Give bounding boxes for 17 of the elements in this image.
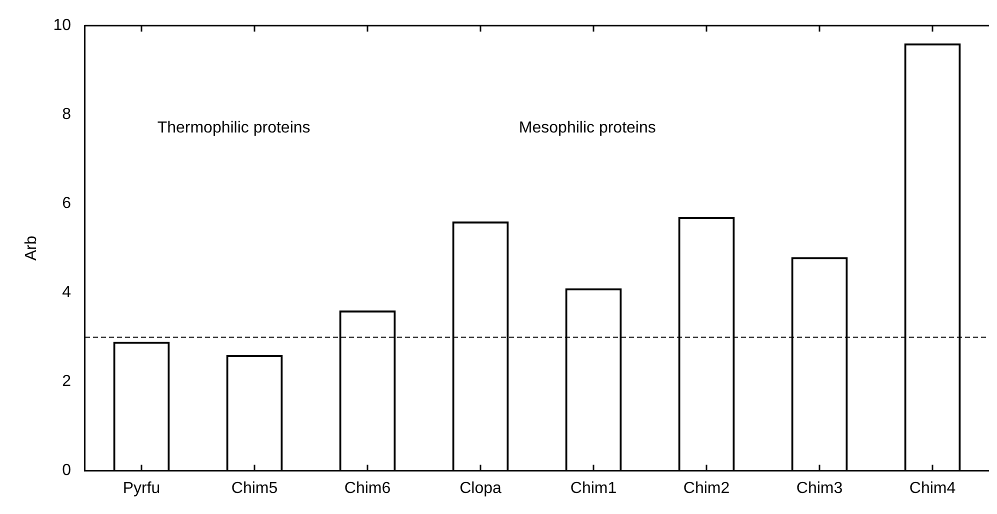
y-tick-label: 0 [62,462,72,480]
y-tick-label: 4 [62,284,72,302]
y-tick-label: 6 [62,195,72,212]
y-axis-title: Arb [23,236,40,261]
x-tick-label: Chim5 [231,480,278,497]
x-tick-label: Pyrfu [122,480,160,497]
x-tick-label: Chim2 [683,480,730,497]
y-tick-label: 8 [62,106,72,124]
annotation: Mesophilic proteins [518,119,656,136]
y-tick-label: 2 [62,373,72,390]
x-tick-label: Chim6 [344,480,391,497]
x-tick-label: Chim1 [570,480,617,497]
annotation: Thermophilic proteins [157,119,310,136]
x-tick-label: Clopa [460,480,502,497]
x-tick-label: Chim4 [909,480,956,497]
x-tick-label: Chim3 [796,480,843,497]
y-tick-label: 10 [53,17,72,34]
